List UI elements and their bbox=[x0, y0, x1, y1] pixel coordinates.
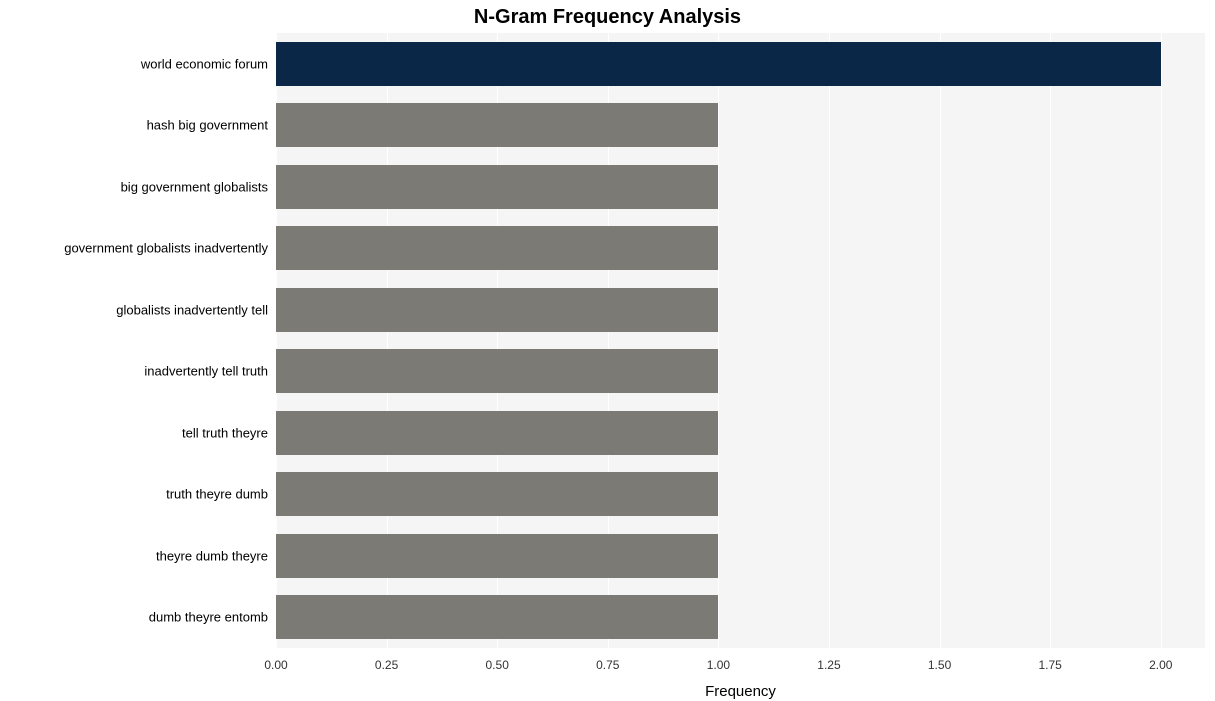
x-tick: 1.75 bbox=[1038, 648, 1061, 672]
bar bbox=[276, 103, 718, 147]
bar bbox=[276, 534, 718, 578]
y-tick-label: government globalists inadvertently bbox=[64, 241, 276, 256]
x-tick: 2.00 bbox=[1149, 648, 1172, 672]
x-tick: 0.75 bbox=[596, 648, 619, 672]
y-tick-label: hash big government bbox=[147, 118, 276, 133]
gridline bbox=[1050, 33, 1051, 648]
bar bbox=[276, 288, 718, 332]
x-tick: 0.50 bbox=[486, 648, 509, 672]
gridline bbox=[718, 33, 719, 648]
y-tick-label: globalists inadvertently tell bbox=[116, 302, 276, 317]
x-tick: 0.25 bbox=[375, 648, 398, 672]
y-tick-label: tell truth theyre bbox=[182, 425, 276, 440]
gridline bbox=[940, 33, 941, 648]
bar bbox=[276, 411, 718, 455]
y-tick-label: dumb theyre entomb bbox=[149, 610, 276, 625]
ngram-chart: N-Gram Frequency Analysis 0.000.250.500.… bbox=[0, 0, 1215, 701]
plot-area: 0.000.250.500.751.001.251.501.752.00worl… bbox=[276, 33, 1205, 648]
x-tick: 0.00 bbox=[264, 648, 287, 672]
bar bbox=[276, 595, 718, 639]
y-tick-label: world economic forum bbox=[141, 56, 276, 71]
y-tick-label: inadvertently tell truth bbox=[144, 364, 276, 379]
x-tick: 1.00 bbox=[707, 648, 730, 672]
bar bbox=[276, 226, 718, 270]
bar bbox=[276, 472, 718, 516]
bar bbox=[276, 349, 718, 393]
bar bbox=[276, 42, 1161, 86]
chart-title: N-Gram Frequency Analysis bbox=[0, 6, 1215, 29]
y-tick-label: big government globalists bbox=[121, 179, 276, 194]
x-tick: 1.50 bbox=[928, 648, 951, 672]
y-tick-label: theyre dumb theyre bbox=[156, 548, 276, 563]
gridline bbox=[829, 33, 830, 648]
y-tick-label: truth theyre dumb bbox=[166, 487, 276, 502]
bar bbox=[276, 165, 718, 209]
x-axis-label: Frequency bbox=[705, 683, 776, 700]
gridline bbox=[1161, 33, 1162, 648]
x-tick: 1.25 bbox=[817, 648, 840, 672]
